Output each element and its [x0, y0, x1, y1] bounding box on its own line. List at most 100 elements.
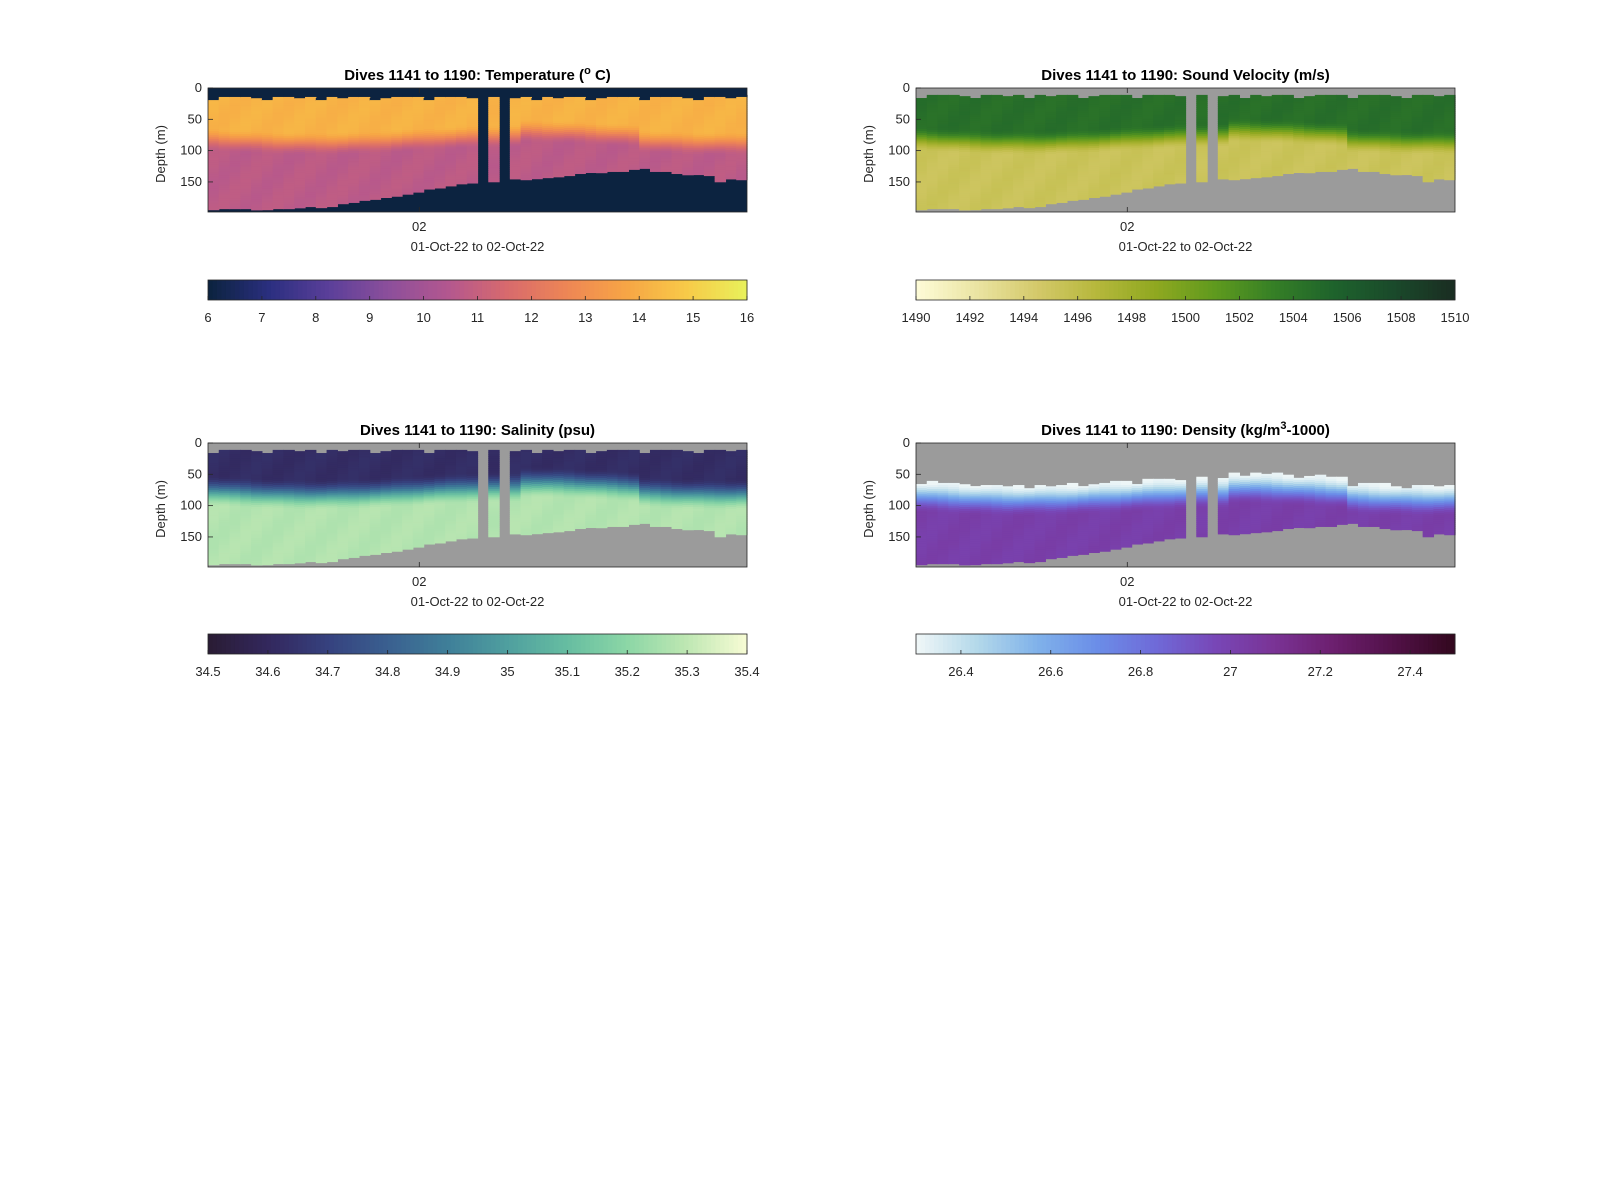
data-cell — [391, 183, 403, 187]
data-cell — [294, 135, 306, 139]
data-cell — [402, 165, 414, 168]
data-cell — [294, 195, 306, 199]
data-cell — [218, 123, 231, 127]
data-cell — [402, 181, 414, 185]
data-cell — [1411, 173, 1424, 177]
colorbar-segment — [1428, 280, 1434, 300]
data-cell — [261, 98, 274, 101]
colorbar-segment — [1225, 280, 1231, 300]
data-cell — [283, 146, 295, 150]
data-cell — [261, 153, 274, 157]
data-cell — [229, 196, 241, 199]
data-cell — [272, 179, 285, 183]
colorbar-segment — [589, 280, 595, 300]
data-cell — [251, 158, 263, 161]
data-cell — [251, 106, 263, 110]
data-cell — [315, 180, 328, 184]
data-cell — [272, 194, 285, 197]
colorbar-segment — [410, 280, 416, 300]
data-cell — [305, 192, 317, 195]
data-cell — [218, 152, 231, 156]
data-cell — [240, 158, 252, 162]
colorbar-segment — [1032, 280, 1038, 300]
data-cell — [326, 161, 338, 164]
data-cell — [272, 111, 285, 115]
colorbar-segment — [1113, 280, 1119, 300]
data-cell — [380, 112, 392, 116]
data-cell — [1433, 176, 1445, 180]
data-cell — [337, 120, 349, 124]
colorbar-tick-label: 15 — [686, 310, 700, 325]
colorbar-segment — [1140, 280, 1146, 300]
data-cell — [326, 179, 338, 183]
data-cell — [348, 107, 360, 110]
data-cell — [402, 185, 414, 189]
data-cell — [369, 131, 382, 134]
colorbar-segment — [987, 280, 993, 300]
colorbar-segment — [594, 280, 600, 300]
data-cell — [208, 145, 220, 149]
data-cell — [916, 207, 928, 211]
colorbar-segment — [1279, 280, 1285, 300]
data-cell — [283, 202, 295, 206]
data-cell — [305, 150, 317, 154]
data-cell — [391, 105, 403, 108]
data-cell — [229, 138, 241, 141]
data-cell — [402, 161, 414, 164]
data-cell — [218, 127, 231, 131]
data-cell — [229, 198, 241, 201]
data-cell — [272, 163, 285, 166]
y-tick-label: 150 — [180, 174, 202, 189]
data-cell — [283, 150, 295, 154]
data-cell — [326, 198, 338, 201]
data-cell — [315, 151, 328, 155]
data-cell — [272, 127, 285, 131]
x-tick-label: 02 — [412, 219, 426, 234]
data-cell — [358, 121, 371, 125]
data-cell — [240, 96, 252, 100]
colorbar-tick-label: 16 — [740, 310, 754, 325]
colorbar-segment — [338, 280, 344, 300]
colorbar-segment — [702, 280, 708, 300]
colorbar-segment — [585, 280, 591, 300]
data-cell — [218, 156, 231, 160]
colorbar-segment — [960, 280, 966, 300]
data-cell — [315, 129, 328, 132]
colorbar-tick-label: 1500 — [1171, 310, 1200, 325]
data-cell — [208, 201, 220, 205]
data-cell — [380, 96, 392, 99]
data-cell — [315, 153, 328, 157]
data-cell — [348, 99, 360, 102]
data-cell — [229, 158, 241, 162]
data-cell — [283, 154, 295, 158]
colorbar-segment — [983, 280, 989, 300]
data-cell — [251, 170, 263, 174]
colorbar-segment — [916, 280, 921, 300]
data-cell — [391, 148, 403, 152]
data-cell — [261, 114, 274, 118]
data-cell — [348, 130, 360, 133]
data-cell — [315, 174, 328, 178]
data-cell — [272, 187, 285, 191]
colorbar-segment — [1239, 280, 1245, 300]
data-cell — [294, 104, 306, 108]
data-cell — [261, 145, 274, 149]
data-cell — [240, 196, 252, 199]
data-cell — [380, 110, 392, 114]
data-cell — [358, 125, 371, 129]
colorbar-segment — [1351, 280, 1357, 300]
data-cell — [261, 191, 274, 194]
data-cell — [358, 99, 371, 102]
data-cell — [402, 173, 414, 177]
data-cell — [348, 148, 360, 152]
data-cell — [272, 146, 285, 150]
data-cell — [240, 125, 252, 129]
data-cell — [337, 102, 349, 106]
data-cell — [294, 116, 306, 120]
data-cell — [305, 148, 317, 152]
colorbar-segment — [1041, 280, 1047, 300]
colorbar-segment — [1333, 280, 1339, 300]
data-cell — [369, 118, 382, 122]
data-cell — [402, 103, 414, 106]
data-cell — [358, 109, 371, 113]
